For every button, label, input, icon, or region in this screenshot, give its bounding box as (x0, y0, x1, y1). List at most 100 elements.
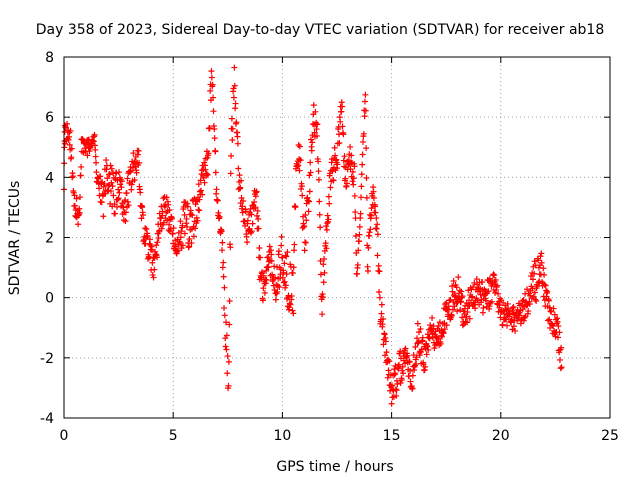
data-point (272, 296, 279, 303)
data-point (229, 125, 236, 132)
data-point (178, 245, 185, 252)
data-point (343, 180, 350, 187)
data-point (254, 207, 261, 214)
data-point (68, 154, 75, 161)
data-point (274, 288, 281, 295)
data-point (367, 226, 374, 233)
data-point (347, 143, 354, 150)
data-point (529, 276, 536, 283)
data-point (508, 316, 515, 323)
data-point (321, 255, 328, 262)
data-point (431, 345, 438, 352)
data-point (283, 271, 290, 278)
data-point (283, 253, 290, 260)
data-point (379, 321, 386, 328)
data-point (338, 108, 345, 115)
data-point (339, 103, 346, 110)
data-point (460, 308, 467, 315)
data-point (315, 176, 322, 183)
data-point (164, 217, 171, 224)
data-point (220, 273, 227, 280)
data-point (303, 217, 310, 224)
data-point (306, 172, 313, 179)
data-point (383, 349, 390, 356)
data-point (536, 278, 543, 285)
data-point (128, 186, 135, 193)
data-point (96, 185, 103, 192)
data-point (155, 235, 162, 242)
data-point (313, 126, 320, 133)
data-point (169, 230, 176, 237)
data-point (336, 140, 343, 147)
data-point (337, 118, 344, 125)
data-point (68, 145, 75, 152)
data-point (222, 343, 229, 350)
data-point (260, 285, 267, 292)
data-point (115, 186, 122, 193)
data-point (142, 225, 149, 232)
data-point (509, 304, 516, 311)
data-point (243, 233, 250, 240)
data-point (131, 176, 138, 183)
data-point (202, 166, 209, 173)
data-point (193, 214, 200, 221)
data-point (195, 181, 202, 188)
data-point (324, 220, 331, 227)
data-point (454, 308, 461, 315)
data-point (150, 274, 157, 281)
data-point (376, 289, 383, 296)
data-point (352, 209, 359, 216)
data-point (312, 108, 319, 115)
data-point (116, 189, 123, 196)
data-point (512, 327, 519, 334)
data-point (86, 136, 93, 143)
data-point (495, 290, 502, 297)
data-point (457, 306, 464, 313)
y-tick-label: 0 (45, 291, 54, 307)
data-point (362, 107, 369, 114)
x-tick-label: 15 (383, 428, 401, 444)
data-point (317, 271, 324, 278)
data-point (393, 387, 400, 394)
data-point (144, 233, 151, 240)
data-point (366, 211, 373, 218)
data-point (363, 194, 370, 201)
data-point (340, 131, 347, 138)
data-point (218, 228, 225, 235)
data-point (449, 283, 456, 290)
data-point (547, 308, 554, 315)
data-point (252, 204, 259, 211)
data-point (412, 343, 419, 350)
data-point (188, 211, 195, 218)
data-points (61, 64, 565, 407)
data-point (372, 209, 379, 216)
data-point (148, 246, 155, 253)
data-point (133, 169, 140, 176)
data-point (282, 282, 289, 289)
data-point (331, 144, 338, 151)
data-point (118, 178, 125, 185)
data-point (232, 100, 239, 107)
data-point (314, 121, 321, 128)
data-point (501, 310, 508, 317)
data-point (204, 171, 211, 178)
data-point (259, 297, 266, 304)
data-point (223, 332, 230, 339)
data-point (134, 151, 141, 158)
data-point (316, 198, 323, 205)
data-point (531, 270, 538, 277)
data-point (382, 352, 389, 359)
data-point (177, 218, 184, 225)
data-point (106, 171, 113, 178)
data-point (290, 264, 297, 271)
data-point (64, 120, 71, 127)
data-point (93, 169, 100, 176)
data-point (307, 136, 314, 143)
data-point (229, 136, 236, 143)
data-point (287, 301, 294, 308)
data-point (235, 165, 242, 172)
data-point (122, 218, 129, 225)
data-point (324, 212, 331, 219)
data-point (242, 208, 249, 215)
